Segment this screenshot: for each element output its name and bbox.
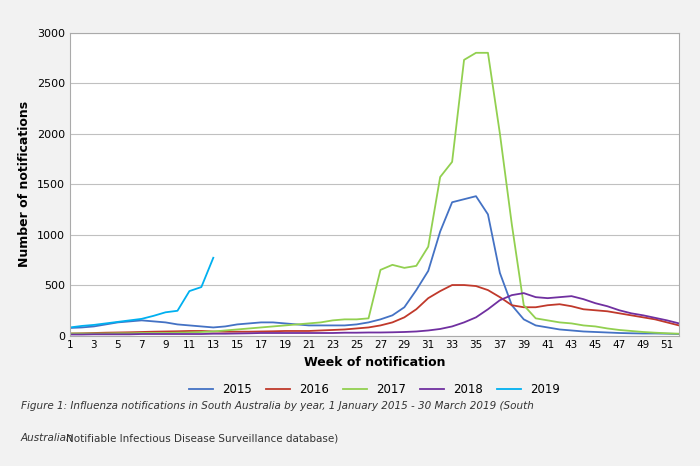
2019: [161, 309, 169, 315]
2016: [66, 331, 74, 336]
2017: [113, 330, 122, 336]
2018: [113, 331, 122, 337]
2016: [352, 326, 361, 331]
2019: [137, 316, 146, 322]
Text: Notifiable Infectious Disease Surveillance database): Notifiable Infectious Disease Surveillan…: [66, 433, 338, 443]
2017: [460, 57, 468, 63]
2019: [186, 288, 194, 294]
2017: [352, 316, 361, 322]
2017: [675, 331, 683, 336]
2018: [519, 290, 528, 296]
2019: [113, 319, 122, 325]
2015: [436, 229, 445, 234]
2017: [472, 50, 480, 55]
2017: [639, 329, 648, 335]
2017: [66, 331, 74, 336]
2019: [197, 284, 206, 290]
2018: [281, 330, 289, 336]
Legend: 2015, 2016, 2017, 2018, 2019: 2015, 2016, 2017, 2018, 2019: [189, 383, 560, 396]
2015: [113, 320, 122, 325]
2019: [78, 323, 86, 329]
X-axis label: Week of notification: Week of notification: [304, 356, 445, 369]
2019: [149, 313, 158, 319]
2016: [448, 282, 456, 288]
2019: [66, 325, 74, 330]
2016: [113, 330, 122, 336]
2018: [436, 326, 445, 332]
2018: [460, 320, 468, 325]
2019: [125, 318, 134, 323]
2018: [639, 313, 648, 318]
Text: Australian: Australian: [21, 433, 77, 443]
2015: [281, 321, 289, 326]
2017: [281, 322, 289, 328]
Line: 2017: 2017: [70, 53, 679, 334]
2016: [675, 322, 683, 328]
2015: [472, 193, 480, 199]
Line: 2019: 2019: [70, 258, 214, 328]
Text: Figure 1: Influenza notifications in South Australia by year, 1 January 2015 - 3: Figure 1: Influenza notifications in Sou…: [21, 401, 534, 411]
2019: [102, 321, 110, 326]
2016: [436, 288, 445, 294]
Line: 2018: 2018: [70, 293, 679, 335]
2019: [209, 255, 218, 260]
2016: [639, 315, 648, 320]
2016: [281, 328, 289, 334]
2018: [66, 332, 74, 337]
2016: [472, 283, 480, 289]
2015: [460, 197, 468, 202]
Line: 2016: 2016: [70, 285, 679, 334]
2015: [66, 325, 74, 331]
2019: [90, 322, 98, 328]
Line: 2015: 2015: [70, 196, 679, 334]
2018: [675, 321, 683, 326]
2015: [675, 331, 683, 337]
2015: [639, 331, 648, 336]
2015: [352, 322, 361, 327]
Y-axis label: Number of notifications: Number of notifications: [18, 101, 32, 267]
2017: [436, 174, 445, 180]
2019: [174, 308, 182, 314]
2018: [352, 330, 361, 336]
